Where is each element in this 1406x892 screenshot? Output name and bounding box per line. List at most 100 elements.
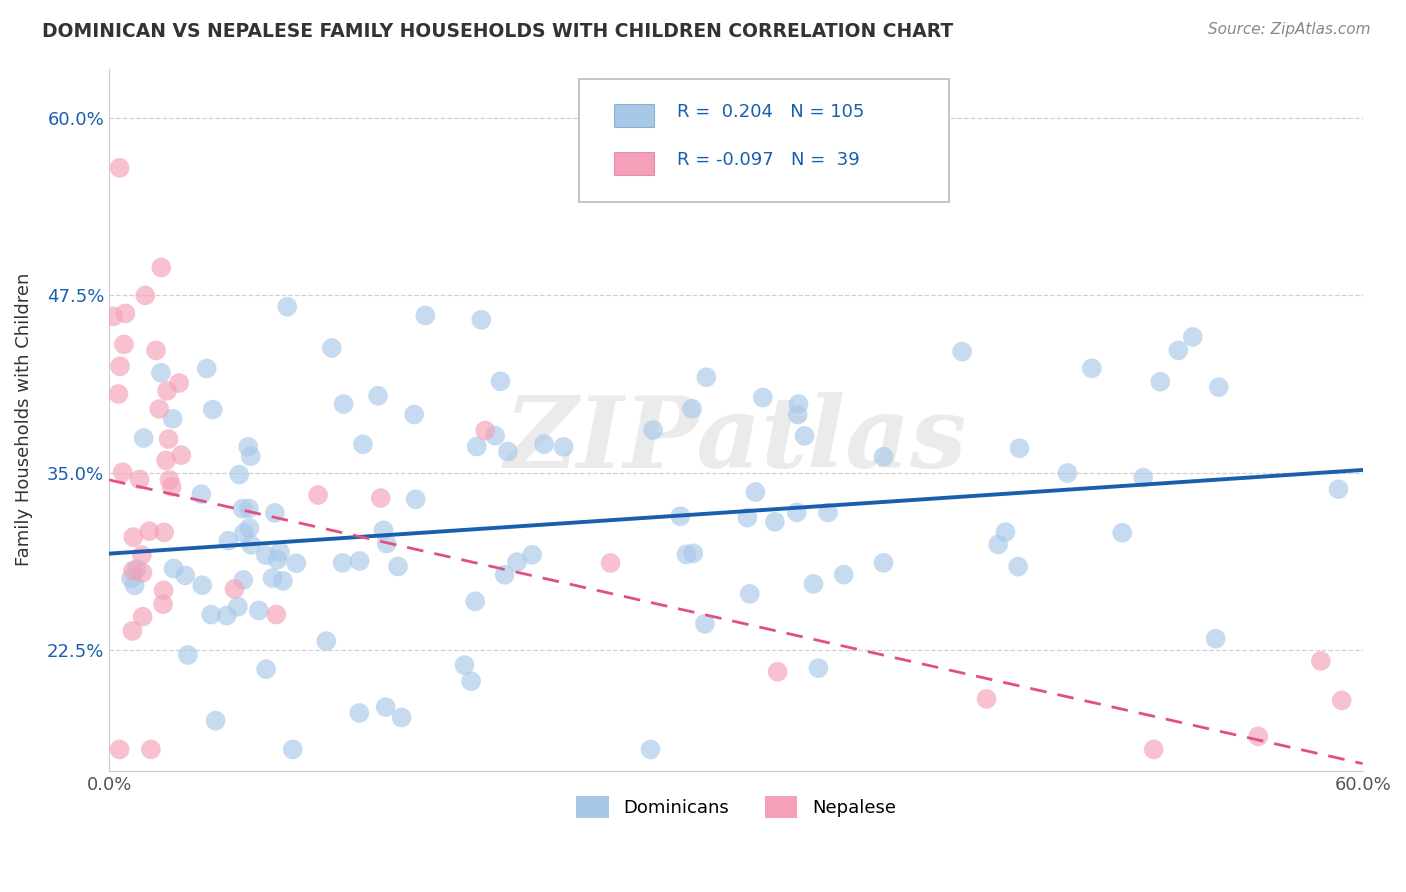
Point (803, 577, 825, 591)
Point (1149, 375, 1171, 389)
Point (744, 485, 766, 500)
Point (152, 597, 174, 611)
Point (987, 537, 1010, 551)
Point (1111, 525, 1133, 540)
Point (177, 648, 200, 662)
Text: DOMINICAN VS NEPALESE FAMILY HOUSEHOLDS WITH CHILDREN CORRELATION CHART: DOMINICAN VS NEPALESE FAMILY HOUSEHOLDS … (42, 22, 953, 41)
Point (681, 401, 703, 416)
Point (262, 571, 284, 585)
Point (751, 391, 773, 405)
Point (1056, 466, 1078, 480)
Point (1081, 361, 1104, 376)
Point (152, 583, 174, 598)
Y-axis label: Family Households with Children: Family Households with Children (15, 273, 32, 566)
Point (108, 161, 131, 175)
Point (737, 510, 759, 524)
Point (108, 742, 131, 756)
Point (404, 408, 426, 422)
Point (695, 370, 717, 384)
Point (238, 440, 260, 454)
Point (375, 536, 398, 550)
Point (352, 437, 374, 451)
Point (239, 450, 262, 464)
Point (494, 567, 516, 582)
Point (643, 423, 665, 437)
Point (215, 608, 238, 623)
Point (807, 661, 830, 675)
Point (128, 472, 150, 486)
Point (238, 521, 260, 535)
Point (553, 440, 575, 454)
Point (1181, 330, 1204, 344)
Point (269, 545, 291, 559)
Point (247, 603, 270, 617)
Point (103, 310, 125, 324)
Point (872, 450, 894, 464)
Point (195, 361, 218, 376)
Point (464, 594, 486, 608)
Point (226, 599, 249, 614)
Point (254, 662, 277, 676)
Point (149, 366, 172, 380)
Point (307, 488, 329, 502)
Point (332, 397, 354, 411)
Point (1143, 742, 1166, 756)
Point (405, 492, 427, 507)
Point (832, 567, 855, 582)
Point (131, 566, 153, 580)
Point (315, 634, 337, 648)
Point (122, 564, 145, 578)
Point (162, 412, 184, 426)
Point (124, 578, 146, 592)
Point (872, 556, 894, 570)
Point (159, 473, 181, 487)
Point (506, 555, 529, 569)
FancyBboxPatch shape (579, 79, 949, 202)
Point (370, 491, 392, 505)
Point (669, 509, 692, 524)
Point (132, 431, 155, 445)
Point (131, 609, 153, 624)
Point (496, 444, 519, 458)
Point (489, 374, 512, 388)
Point (240, 538, 263, 552)
Point (112, 337, 135, 351)
Point (787, 397, 810, 411)
Point (465, 440, 488, 454)
Point (264, 506, 287, 520)
Point (474, 424, 496, 438)
Text: ZIPatlas: ZIPatlas (505, 392, 967, 489)
Point (976, 692, 998, 706)
Point (217, 533, 239, 548)
Point (114, 306, 136, 320)
Point (373, 523, 395, 537)
Point (786, 505, 808, 519)
Point (160, 480, 183, 494)
Point (1330, 693, 1353, 707)
Point (156, 384, 179, 398)
Point (162, 561, 184, 575)
Point (817, 506, 839, 520)
Point (155, 453, 177, 467)
Point (266, 552, 288, 566)
Point (122, 530, 145, 544)
Point (276, 300, 298, 314)
Point (228, 467, 250, 482)
Point (145, 343, 167, 358)
Point (1007, 559, 1029, 574)
Point (232, 573, 254, 587)
Point (387, 559, 409, 574)
Point (1208, 380, 1230, 394)
Point (332, 556, 354, 570)
Point (271, 574, 294, 588)
Point (994, 525, 1017, 540)
Point (599, 556, 621, 570)
Point (138, 524, 160, 539)
Point (321, 341, 343, 355)
Point (232, 526, 254, 541)
Point (120, 572, 142, 586)
Point (125, 562, 148, 576)
Legend: Dominicans, Nepalese: Dominicans, Nepalese (569, 789, 903, 825)
Point (950, 344, 973, 359)
Point (675, 547, 697, 561)
